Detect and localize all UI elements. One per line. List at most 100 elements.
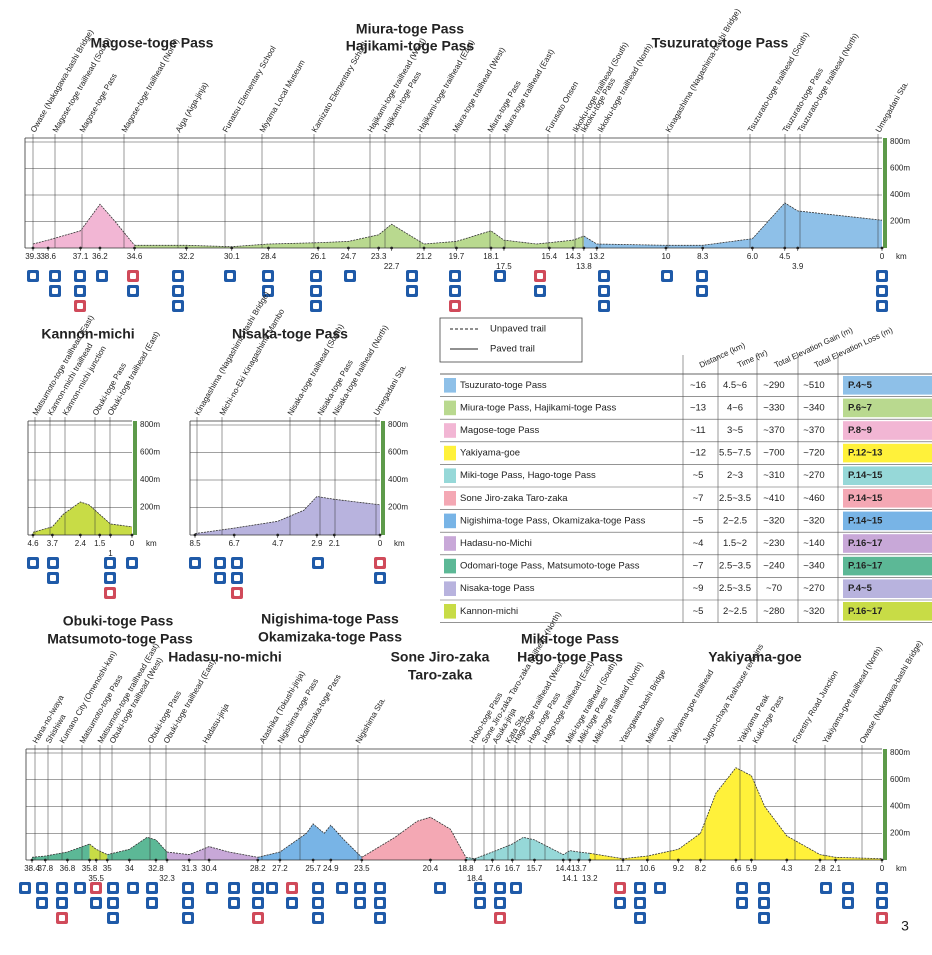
table-cell: 2.5~3.5	[719, 493, 751, 504]
page-cell	[843, 489, 932, 508]
y-tick-label: 400m	[890, 190, 910, 199]
facility-icon-glyph	[50, 575, 56, 581]
x-tick-label: 9.2	[673, 864, 685, 873]
stop-dot	[547, 246, 551, 250]
facility-icon-glyph	[409, 273, 415, 279]
stop-dot	[880, 858, 884, 862]
table-cell: 2.5~3.5	[719, 561, 751, 572]
facility-icon-glyph	[149, 885, 155, 891]
stop-dot	[378, 533, 382, 537]
table-cell: ~270	[803, 583, 824, 594]
x-tick-label: 34.6	[127, 252, 143, 261]
x-axis-label: km	[146, 539, 157, 548]
page-cell	[843, 556, 932, 576]
facility-icon-glyph	[107, 560, 113, 566]
facility-icon-glyph	[761, 885, 767, 891]
facility-icon-glyph	[315, 900, 321, 906]
x-tick-label: 31.3	[181, 864, 197, 873]
facility-icon-glyph	[637, 900, 643, 906]
chart-title: Sone Jiro-zaka	[391, 649, 490, 665]
facility-icon-glyph	[77, 288, 83, 294]
table-cell: ~410	[763, 493, 784, 504]
elevation-scale-bar	[883, 749, 887, 860]
facility-icon-glyph	[601, 273, 607, 279]
stop-dot	[154, 858, 158, 862]
facility-icon-glyph	[537, 273, 543, 279]
stop-dot	[347, 246, 350, 250]
stop-dot	[377, 246, 381, 250]
table-cell: ~330	[763, 402, 784, 413]
x-tick-label: 23.3	[371, 252, 387, 261]
page-ref: P.12~13	[848, 448, 882, 459]
stop-dot	[699, 858, 702, 862]
elevation-area	[89, 844, 108, 860]
facility-icon-glyph	[175, 288, 181, 294]
facility-icon-glyph	[110, 885, 116, 891]
row-swatch	[444, 378, 456, 393]
stop-dot	[230, 246, 234, 250]
facility-icon-glyph	[497, 273, 503, 279]
x-tick-label: 6.6	[730, 864, 742, 873]
facility-icon-glyph	[255, 885, 261, 891]
facility-icon-glyph	[377, 900, 383, 906]
elevation-line	[31, 843, 90, 858]
stop-dot	[664, 246, 668, 250]
x-tick-label: 14.4	[555, 864, 571, 873]
stop-dot	[734, 858, 738, 862]
facility-icon-glyph	[879, 885, 885, 891]
stop-dot	[571, 246, 575, 250]
facility-icon-glyph	[879, 915, 885, 921]
table-cell: ~230	[763, 538, 784, 549]
table-cell: ~340	[803, 561, 824, 572]
stop-dot	[88, 858, 91, 862]
stop-dot	[595, 246, 599, 250]
x-tick-label: 2.9	[311, 539, 323, 548]
y-tick-label: 200m	[388, 503, 408, 512]
table-cell: 2~3	[727, 470, 743, 481]
table-cell: Magose-toge Pass	[460, 425, 539, 436]
facility-icon-glyph	[255, 900, 261, 906]
facility-icon-glyph	[315, 885, 321, 891]
table-cell: 4~6	[727, 402, 743, 413]
facility-icon-glyph	[315, 915, 321, 921]
x-axis-label: km	[896, 252, 907, 261]
facility-icon-glyph	[699, 288, 705, 294]
facility-icon-glyph	[269, 885, 275, 891]
y-tick-label: 200m	[890, 828, 910, 837]
page-ref: P.6~7	[848, 402, 872, 413]
facility-icon-glyph	[77, 303, 83, 309]
facility-icon-glyph	[601, 288, 607, 294]
elevation-line	[166, 846, 258, 858]
chart-title: Yakiyama-goe	[708, 649, 802, 665]
table-cell: 1.5~2	[723, 538, 747, 549]
stop-dot	[207, 858, 211, 862]
y-tick-label: 200m	[140, 503, 160, 512]
facility-icon-glyph	[107, 575, 113, 581]
elevation-area	[583, 202, 882, 248]
x-tick-label: 26.1	[310, 252, 326, 261]
x-tick-label: 8.5	[189, 539, 201, 548]
facility-icon-glyph	[50, 560, 56, 566]
stop-dot	[834, 858, 837, 862]
x-tick-label: 28.2	[250, 864, 266, 873]
table-cell: Miura-toge Pass, Hajikami-toge Pass	[460, 402, 617, 413]
table-cell: ~290	[763, 380, 784, 391]
stop-dot	[880, 246, 884, 250]
table-cell: 2.5~3.5	[719, 583, 751, 594]
stop-dot	[422, 246, 426, 250]
facility-icon-glyph	[209, 885, 215, 891]
page-ref: P.4~5	[848, 583, 873, 594]
facility-icon-glyph	[192, 560, 198, 566]
chart-title: Nisaka-toge Pass	[232, 326, 348, 342]
facility-icon-glyph	[377, 915, 383, 921]
stop-dot	[701, 246, 705, 250]
stop-dot	[577, 858, 581, 862]
x-tick-label: 4.7	[272, 539, 284, 548]
table-cell: ~280	[763, 606, 784, 617]
page-cell	[843, 466, 932, 485]
elevation-area	[465, 837, 590, 860]
row-swatch	[444, 468, 456, 483]
page-cell	[843, 443, 932, 463]
stop-dot	[43, 858, 47, 862]
chart-title: Hago-toge Pass	[517, 649, 623, 665]
